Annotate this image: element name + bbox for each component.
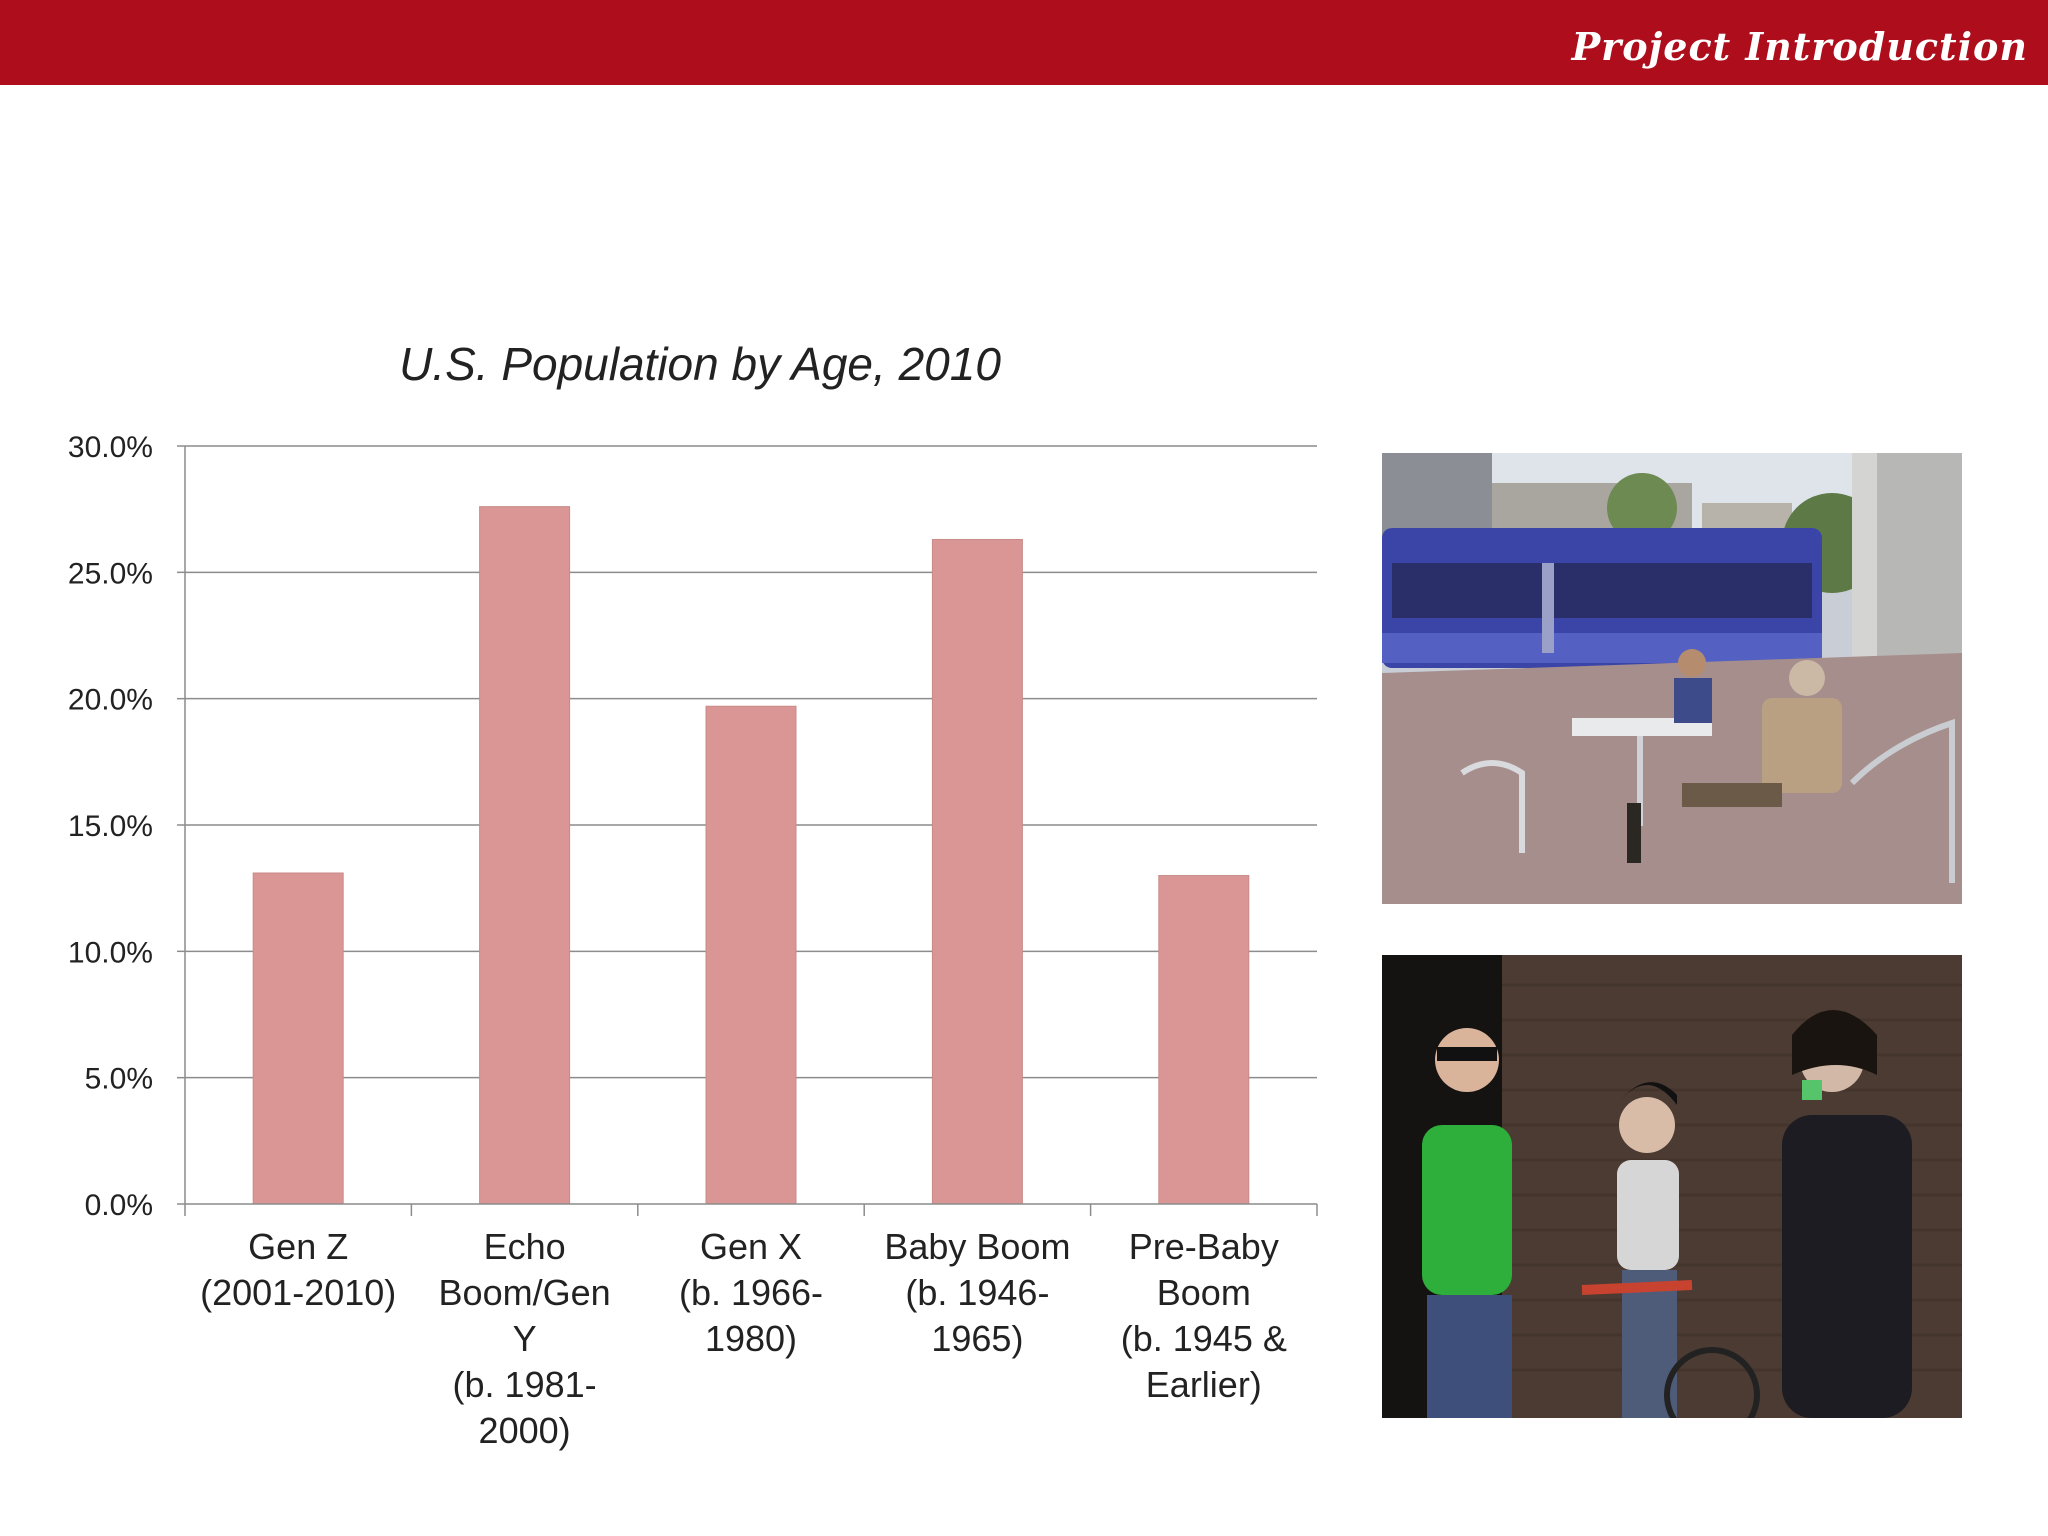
x-tick-label-line: 2000) bbox=[479, 1410, 571, 1451]
y-tick-label: 5.0% bbox=[85, 1063, 153, 1096]
bar bbox=[252, 872, 344, 1205]
youth-brick-wall-photo bbox=[1382, 955, 1962, 1418]
x-tick-label-line: Earlier) bbox=[1146, 1364, 1262, 1405]
x-tick-label-line: Baby Boom bbox=[884, 1226, 1070, 1267]
x-tick-label: Gen Z (2001-2010) bbox=[200, 1226, 396, 1313]
x-tick-label-line: Echo bbox=[484, 1226, 566, 1267]
x-tick-label-line: Y bbox=[513, 1318, 537, 1359]
x-tick-label-line: Boom/Gen bbox=[439, 1272, 611, 1313]
population-bar-chart: U.S. Population by Age, 2010 0.0% 5.0% 10.… bbox=[68, 338, 1318, 1451]
chart-bars bbox=[252, 506, 1250, 1205]
x-tick-label: Pre-Baby Boom (b. 1945 & Earlier) bbox=[1121, 1226, 1287, 1405]
x-tick-label: Gen X (b. 1966- 1980) bbox=[679, 1226, 823, 1359]
x-tick-label-line: Gen Z bbox=[248, 1226, 348, 1267]
x-tick-label-line: (b. 1966- bbox=[679, 1272, 823, 1313]
x-tick-label-line: (2001-2010) bbox=[200, 1272, 396, 1313]
y-tick-label: 15.0% bbox=[68, 810, 153, 843]
chart-labels: 0.0% 5.0% 10.0% 15.0% 20.0% 25.0% 30.0% Gen Z (2… bbox=[68, 431, 1287, 1451]
bar bbox=[705, 705, 797, 1205]
y-tick-label: 30.0% bbox=[68, 431, 153, 464]
x-tick-label-line: (b. 1946- bbox=[905, 1272, 1049, 1313]
bar bbox=[479, 506, 571, 1205]
bar bbox=[931, 538, 1023, 1205]
x-tick-label-line: 1965) bbox=[931, 1318, 1023, 1359]
header-bar: Project Introduction bbox=[0, 0, 2048, 85]
x-tick-label-line: 1980) bbox=[705, 1318, 797, 1359]
x-tick-label-line: Pre-Baby bbox=[1129, 1226, 1279, 1267]
y-tick-label: 25.0% bbox=[68, 557, 153, 590]
bar bbox=[1158, 875, 1250, 1205]
y-tick-label: 20.0% bbox=[68, 684, 153, 717]
tram-cafe-photo bbox=[1382, 453, 1962, 904]
header-title: Project Introduction bbox=[1571, 24, 2028, 69]
x-tick-label-line: Gen X bbox=[700, 1226, 802, 1267]
x-tick-label: Baby Boom (b. 1946- 1965) bbox=[884, 1226, 1070, 1359]
y-tick-label: 10.0% bbox=[68, 936, 153, 969]
y-tick-label: 0.0% bbox=[85, 1189, 153, 1222]
x-tick-label-line: (b. 1945 & bbox=[1121, 1318, 1287, 1359]
x-tick-label-line: (b. 1981- bbox=[453, 1364, 597, 1405]
x-tick-label: Echo Boom/Gen Y (b. 1981- 2000) bbox=[439, 1226, 611, 1451]
x-tick-label-line: Boom bbox=[1157, 1272, 1251, 1313]
chart-title: U.S. Population by Age, 2010 bbox=[399, 338, 1001, 390]
chart-axes bbox=[177, 445, 1318, 1216]
